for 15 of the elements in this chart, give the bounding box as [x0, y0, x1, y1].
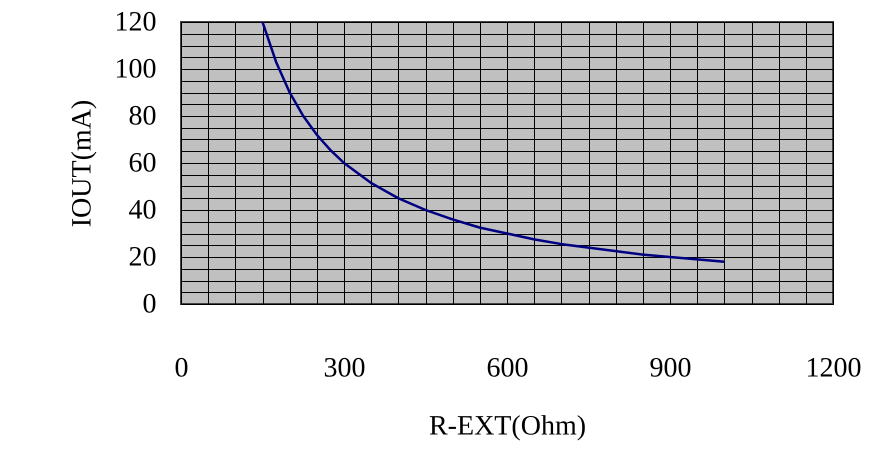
line-series: [261, 22, 726, 263]
x-tick-label: 600: [486, 352, 528, 384]
x-tick-label: 1200: [806, 352, 862, 384]
y-axis-title: IOUT(mA): [66, 100, 98, 228]
y-tick-label: 60: [128, 148, 156, 178]
y-tick-label: 20: [128, 242, 156, 272]
y-tick-label: 80: [128, 100, 156, 132]
x-tick-label: 300: [324, 352, 366, 384]
y-tick-label: 100: [114, 54, 156, 84]
x-tick-label: 0: [174, 352, 188, 384]
y-tick-label: 40: [128, 194, 156, 226]
x-tick-label: 900: [650, 352, 692, 384]
y-tick-label: 0: [142, 288, 156, 320]
y-tick-label: 120: [114, 6, 156, 38]
x-axis-title: R-EXT(Ohm): [428, 410, 586, 442]
